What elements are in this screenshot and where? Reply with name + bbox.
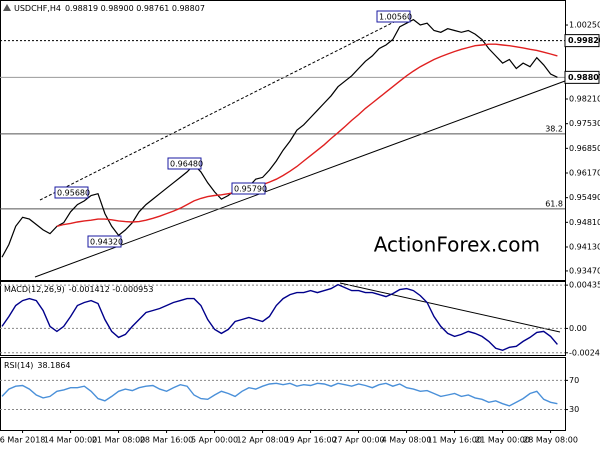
annotation-box	[54, 186, 89, 199]
series-line	[56, 43, 558, 227]
series-line	[1, 283, 558, 352]
y-tick-label: 30	[569, 405, 579, 414]
y-tick-label: 0.98210	[569, 95, 600, 104]
y-tick-label: 1.00250	[569, 21, 600, 30]
title: USDCHF,H4	[14, 4, 61, 13]
rsi-panel	[0, 357, 566, 431]
macd-trendline	[339, 282, 561, 333]
annotation-box	[231, 182, 266, 195]
y-tick-label: 0.96170	[569, 169, 600, 178]
x-tick-label: 14 Mar 00:00	[44, 436, 97, 445]
price-label: 0.98807	[568, 73, 600, 82]
y-tick-label: 0.004351	[569, 281, 600, 290]
fib-label: 61.8	[545, 199, 563, 208]
x-tick-label: 4 May 08:00	[382, 436, 432, 445]
y-tick-label: 0.96850	[569, 144, 600, 153]
series-line	[1, 382, 558, 407]
x-tick-label: 28 Mar 16:00	[140, 436, 193, 445]
annotation: 1.00560	[379, 13, 412, 22]
price-label-box	[564, 34, 600, 48]
x-tick-label: 19 Apr 16:00	[284, 436, 336, 445]
watermark: ActionForex.com	[374, 233, 540, 257]
annotation: 0.95790	[234, 185, 267, 194]
fib-label: 38.2	[545, 124, 563, 133]
x-tick-label: 28 May 08:00	[523, 436, 578, 445]
annotation-box	[376, 10, 411, 23]
annotation-box	[167, 157, 202, 170]
title: MACD(12,26,9)	[4, 285, 65, 294]
y-tick-label: 0.95490	[569, 193, 600, 202]
x-tick-label: 12 Apr 08:00	[236, 436, 288, 445]
y-tick-label: 70	[569, 376, 579, 385]
y-tick-label: 0.93470	[569, 266, 600, 275]
annotation: 0.96480	[170, 160, 203, 169]
series-line	[1, 18, 558, 258]
y-tick-label: 0.94130	[569, 242, 600, 251]
price-panel	[0, 0, 566, 281]
y-tick-label: 0.94810	[569, 218, 600, 227]
title: RSI(14)	[4, 361, 33, 370]
panel-title: RSI(14) 38.1864	[4, 361, 71, 370]
macd-panel	[0, 281, 566, 356]
symbol-icon	[3, 4, 11, 11]
support-trendline	[34, 80, 566, 278]
annotation: 0.94320	[90, 238, 123, 247]
y-tick-label: 0.97530	[569, 119, 600, 128]
x-tick-label: 27 Apr 00:00	[332, 436, 384, 445]
y-tick-label: 0.00	[569, 324, 587, 333]
y-tick-label: -0.002448	[569, 348, 600, 357]
subtitle: 0.98819 0.98900 0.98761 0.98807	[65, 4, 205, 13]
subtitle: 38.1864	[37, 361, 70, 370]
x-tick-label: 11 May 16:00	[427, 436, 482, 445]
price-label-box	[564, 70, 600, 84]
panel-title: MACD(12,26,9) -0.001412 -0.000953	[4, 285, 153, 294]
x-tick-label: 21 May 00:00	[475, 436, 530, 445]
annotation-box	[87, 235, 122, 248]
subtitle: -0.001412 -0.000953	[69, 285, 154, 294]
x-tick-label: 6 Mar 2018	[0, 436, 45, 445]
x-tick-label: 5 Apr 00:00	[191, 436, 238, 445]
annotation: 0.95680	[57, 189, 90, 198]
x-tick-label: 21 Mar 08:00	[92, 436, 145, 445]
channel-line	[39, 13, 411, 201]
panel-title: USDCHF,H4 0.98819 0.98900 0.98761 0.98807	[14, 4, 205, 13]
